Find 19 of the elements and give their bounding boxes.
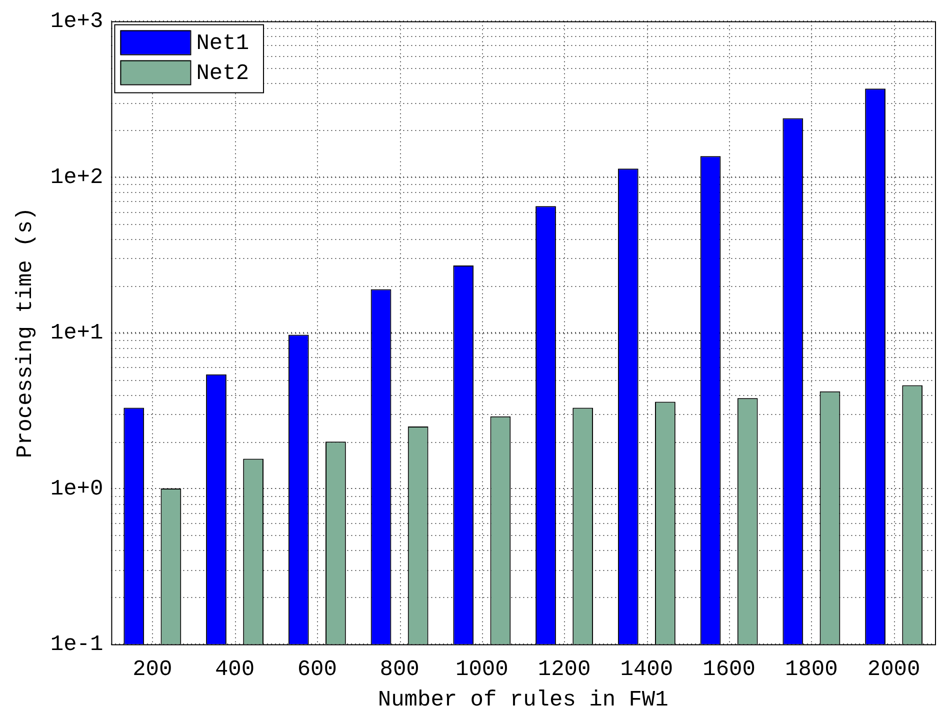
x-tick-label: 1000 [456,657,508,682]
x-tick-label: 800 [380,657,420,682]
y-axis-title: Processing time (s) [13,207,38,458]
legend-label: Net1 [196,31,250,56]
x-tick-label: 400 [214,657,255,682]
y-tick-label: 1e-1 [50,632,104,658]
x-tick-label: 1400 [620,657,674,682]
x-axis-title: Number of rules in FW1 [378,688,668,713]
x-tick-label: 1800 [785,657,838,682]
legend-label: Net2 [196,61,250,86]
y-tick-label: 1e+1 [50,320,104,346]
y-tick-label: 1e+0 [50,476,104,502]
x-tick-label: 600 [297,657,337,682]
x-tick-label: 1200 [538,657,591,682]
x-tick-label: 1600 [702,657,756,682]
y-tick-label: 1e+3 [50,9,104,34]
x-tick-label: 2000 [867,657,920,682]
x-tick-label: 200 [132,657,172,682]
y-tick-label: 1e+2 [50,164,104,190]
